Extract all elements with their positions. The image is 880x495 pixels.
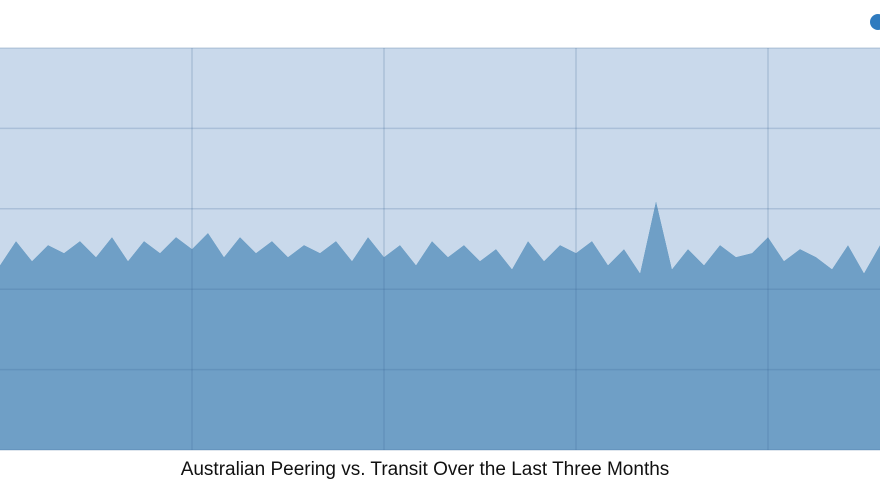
plot-area bbox=[0, 47, 880, 451]
legend-icon bbox=[870, 14, 880, 30]
area bbox=[0, 200, 880, 450]
area bbox=[0, 48, 880, 274]
chart-title: Australian Peering vs. Transit Over the … bbox=[181, 459, 670, 480]
